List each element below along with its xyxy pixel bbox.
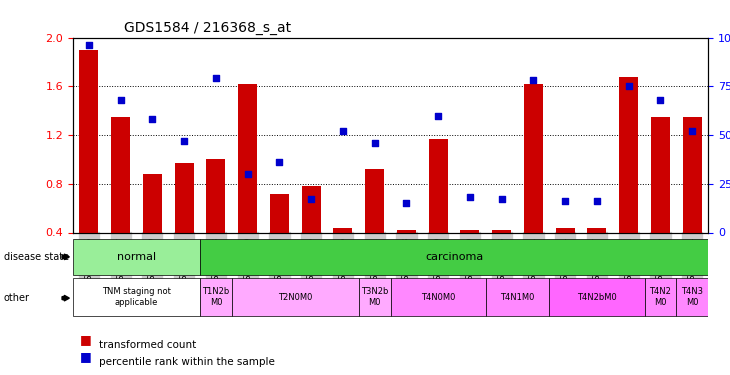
- Text: T3N2b
M0: T3N2b M0: [361, 288, 388, 307]
- Point: [210, 75, 222, 81]
- Bar: [619, 76, 638, 232]
- Text: normal: normal: [117, 252, 156, 262]
- Bar: [492, 230, 511, 232]
- Point: [464, 194, 476, 200]
- Point: [496, 196, 507, 202]
- Point: [591, 198, 603, 204]
- Point: [559, 198, 571, 204]
- Point: [528, 77, 539, 83]
- FancyBboxPatch shape: [73, 239, 200, 275]
- Text: ■: ■: [80, 333, 92, 346]
- Bar: [207, 159, 226, 232]
- FancyBboxPatch shape: [200, 239, 708, 275]
- Point: [623, 83, 634, 89]
- Point: [115, 97, 126, 103]
- Text: TNM staging not
applicable: TNM staging not applicable: [102, 288, 171, 307]
- Point: [147, 116, 158, 122]
- Text: ■: ■: [80, 350, 92, 363]
- Text: disease state: disease state: [4, 252, 69, 262]
- Point: [274, 159, 285, 165]
- FancyBboxPatch shape: [232, 278, 359, 316]
- Bar: [588, 228, 607, 232]
- Text: percentile rank within the sample: percentile rank within the sample: [99, 357, 274, 367]
- Bar: [174, 163, 193, 232]
- FancyBboxPatch shape: [645, 278, 676, 316]
- Point: [369, 140, 380, 146]
- Bar: [143, 174, 162, 232]
- Text: T2N0M0: T2N0M0: [278, 292, 312, 302]
- Bar: [238, 84, 257, 232]
- Text: other: other: [4, 293, 30, 303]
- Point: [242, 171, 253, 177]
- FancyBboxPatch shape: [676, 278, 708, 316]
- Bar: [111, 117, 130, 232]
- Text: T1N2b
M0: T1N2b M0: [202, 288, 229, 307]
- FancyBboxPatch shape: [200, 278, 232, 316]
- Text: T4N2
M0: T4N2 M0: [650, 288, 672, 307]
- Point: [401, 200, 412, 206]
- FancyBboxPatch shape: [550, 278, 645, 316]
- Bar: [301, 186, 320, 232]
- Bar: [461, 230, 480, 232]
- FancyBboxPatch shape: [359, 278, 391, 316]
- Text: transformed count: transformed count: [99, 340, 196, 350]
- Bar: [334, 228, 353, 232]
- Point: [83, 42, 95, 48]
- Bar: [397, 230, 416, 232]
- FancyBboxPatch shape: [391, 278, 486, 316]
- Text: GDS1584 / 216368_s_at: GDS1584 / 216368_s_at: [124, 21, 291, 35]
- Point: [686, 128, 698, 134]
- Point: [337, 128, 349, 134]
- Point: [305, 196, 317, 202]
- Point: [655, 97, 666, 103]
- Bar: [429, 139, 447, 232]
- Bar: [556, 228, 575, 232]
- FancyBboxPatch shape: [73, 278, 200, 316]
- Point: [178, 138, 190, 144]
- Text: carcinoma: carcinoma: [425, 252, 483, 262]
- Bar: [270, 194, 289, 232]
- Text: T4N2bM0: T4N2bM0: [577, 292, 617, 302]
- Bar: [683, 117, 702, 232]
- Text: T4N3
M0: T4N3 M0: [681, 288, 703, 307]
- Text: T4N0M0: T4N0M0: [421, 292, 456, 302]
- Bar: [80, 50, 99, 232]
- Bar: [651, 117, 670, 232]
- Bar: [365, 169, 384, 232]
- FancyBboxPatch shape: [486, 278, 550, 316]
- Text: T4N1M0: T4N1M0: [500, 292, 535, 302]
- Point: [432, 112, 444, 118]
- Bar: [524, 84, 543, 232]
